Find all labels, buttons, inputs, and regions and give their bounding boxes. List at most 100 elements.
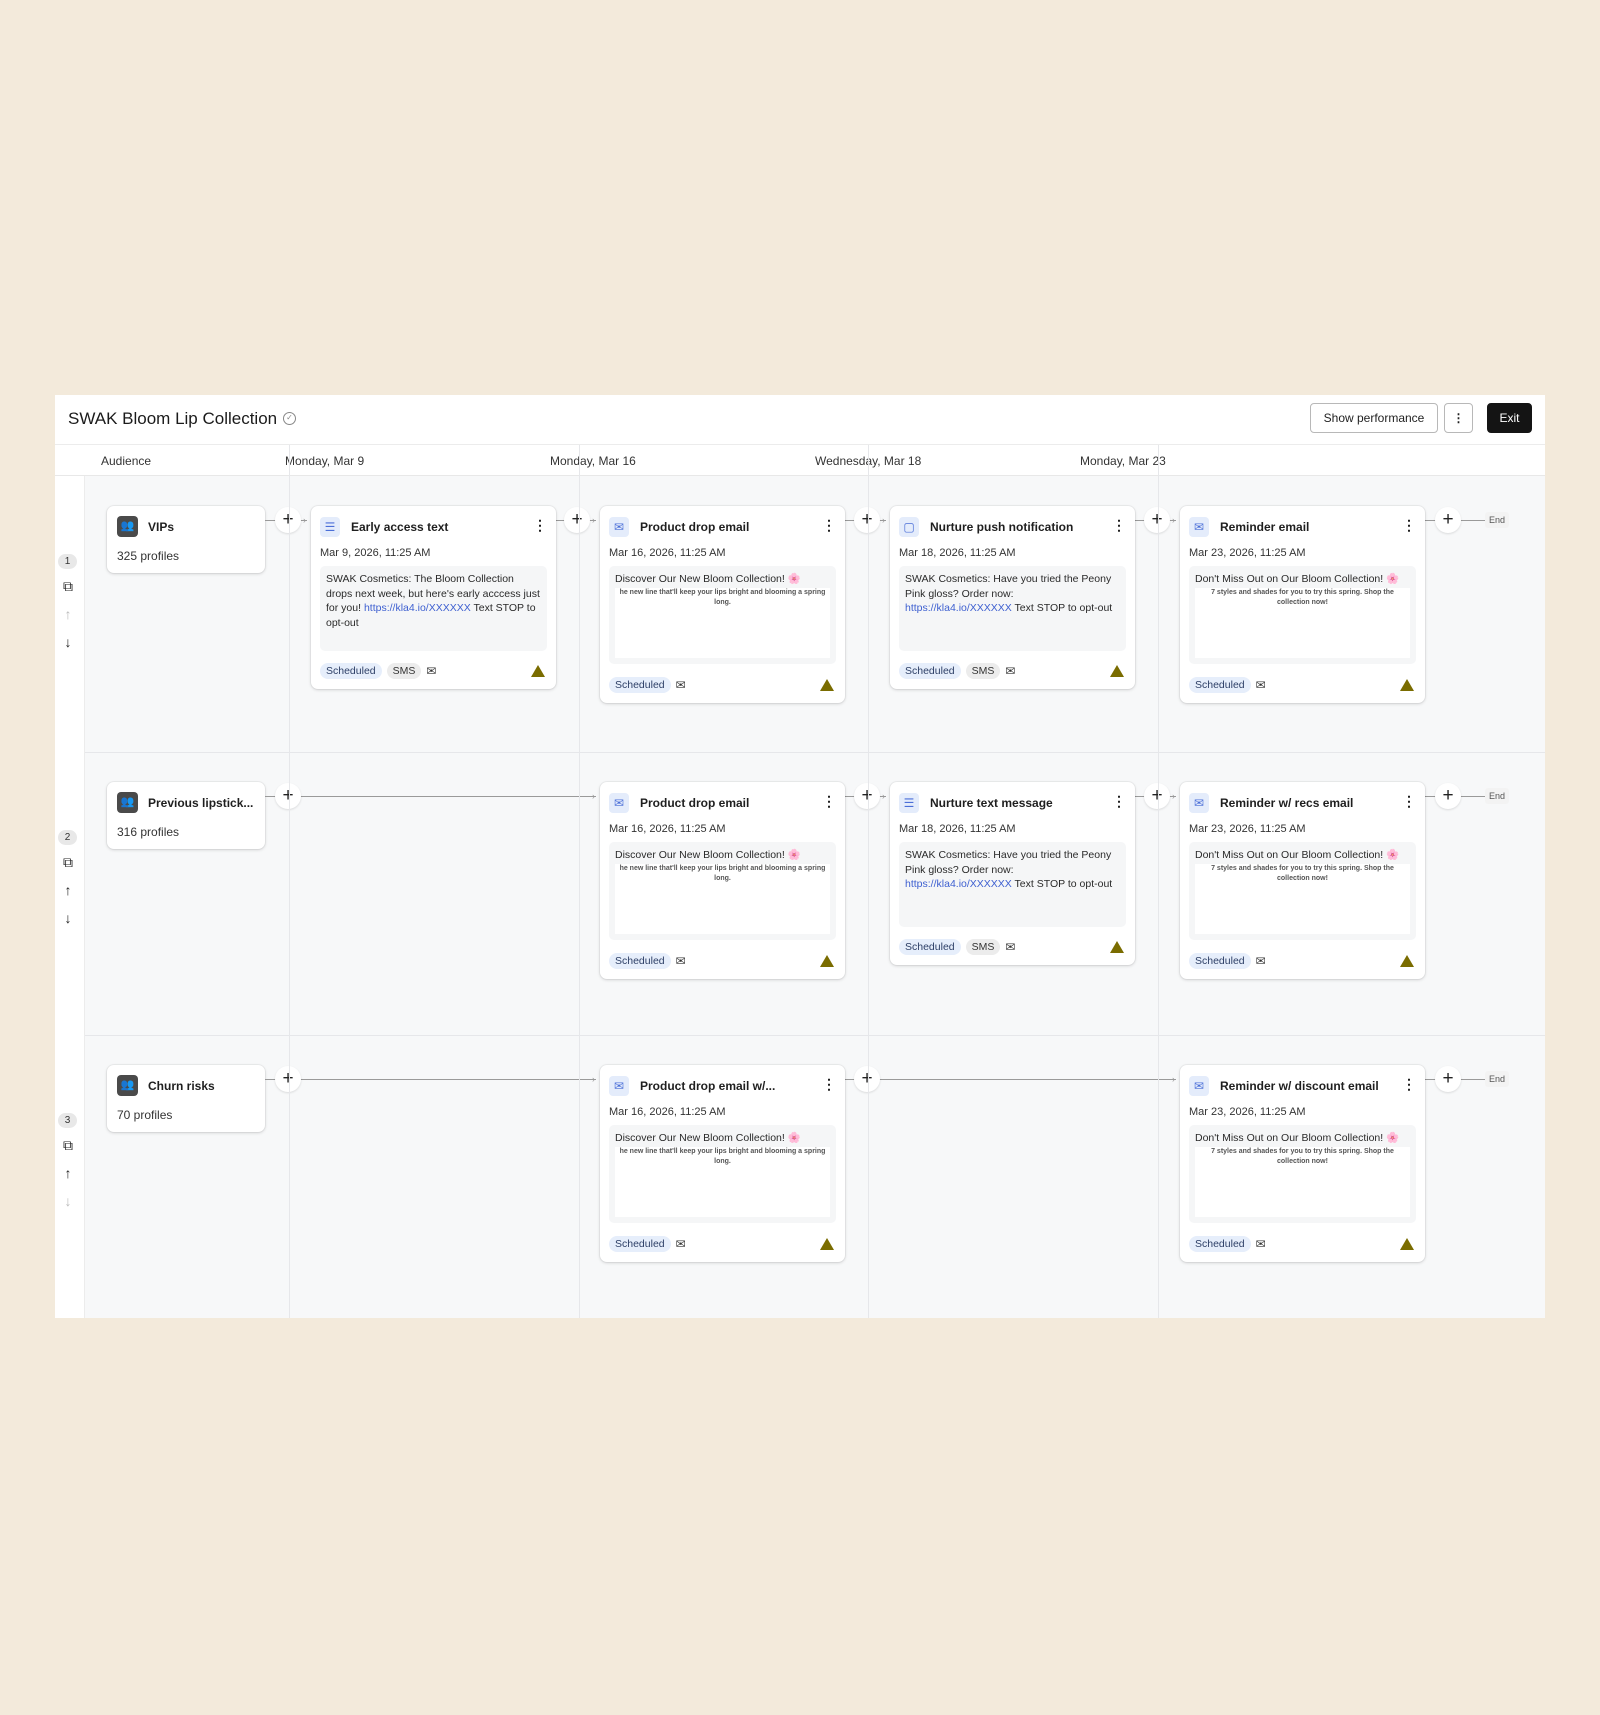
message-card[interactable]: ▢ Nurture push notification ⋮ Mar 18, 2026,… xyxy=(890,506,1135,689)
message-card[interactable]: ✉ Product drop email ⋮ Mar 16, 2026, 11:25 … xyxy=(600,506,845,703)
smart-sending-icon: ✉ xyxy=(1255,1237,1266,1251)
add-step-button[interactable]: + xyxy=(564,507,590,533)
add-step-button[interactable]: + xyxy=(1435,507,1461,533)
warning-icon[interactable] xyxy=(1110,941,1124,953)
card-footer: Scheduled ✉ xyxy=(1189,1236,1266,1252)
warning-icon[interactable] xyxy=(820,1238,834,1250)
message-title[interactable]: Product drop email w/... xyxy=(640,1079,776,1093)
smart-sending-icon: ✉ xyxy=(1005,940,1016,954)
move-row-up-icon[interactable]: ↑ xyxy=(64,882,72,898)
status-badge: Scheduled xyxy=(609,953,671,969)
add-step-button[interactable]: + xyxy=(1435,1066,1461,1092)
card-footer: Scheduled ✉ xyxy=(609,1236,686,1252)
message-card[interactable]: ✉ Product drop email ⋮ Mar 16, 2026, 11:25 … xyxy=(600,782,845,979)
warning-icon[interactable] xyxy=(1400,955,1414,967)
column-divider xyxy=(1158,445,1159,1318)
column-header: Audience xyxy=(101,454,152,468)
add-step-button[interactable]: + xyxy=(854,783,880,809)
move-row-down-icon[interactable]: ↓ xyxy=(64,634,72,650)
add-step-button[interactable]: + xyxy=(854,1066,880,1092)
sms-text: SWAK Cosmetics: The Bloom Collection dro… xyxy=(326,573,540,614)
row-divider xyxy=(85,752,1545,753)
audience-profile-count: 316 profiles xyxy=(117,825,180,839)
message-card[interactable]: ✉ Product drop email w/... ⋮ Mar 16, 2026, … xyxy=(600,1065,845,1262)
message-title[interactable]: Nurture text message xyxy=(930,796,1053,810)
status-badge: Scheduled xyxy=(1189,953,1251,969)
show-performance-button[interactable]: Show performance xyxy=(1310,403,1438,433)
message-card[interactable]: ☰ Early access text ⋮ Mar 9, 2026, 11:25 AM… xyxy=(311,506,556,689)
smart-sending-icon: ✉ xyxy=(1255,954,1266,968)
audience-name: Previous lipstick... xyxy=(148,796,254,810)
sms-link[interactable]: https://kla4.io/XXXXXX xyxy=(363,602,471,614)
kebab-menu-icon[interactable]: ⋮ xyxy=(533,517,547,533)
sms-text-after: Text STOP to opt-out xyxy=(1011,878,1113,890)
warning-icon[interactable] xyxy=(820,679,834,691)
status-badge: Scheduled xyxy=(320,663,382,679)
row-number-badge: 2 xyxy=(58,830,77,845)
add-step-button[interactable]: + xyxy=(1435,783,1461,809)
move-row-up-icon[interactable]: ↑ xyxy=(64,1165,72,1181)
add-step-button[interactable]: + xyxy=(275,783,301,809)
warning-icon[interactable] xyxy=(820,955,834,967)
kebab-menu-icon[interactable]: ⋮ xyxy=(822,793,836,809)
add-step-button[interactable]: + xyxy=(1144,507,1170,533)
sms-link[interactable]: https://kla4.io/XXXXXX xyxy=(905,602,1012,614)
audience-card[interactable]: 👥 Churn risks 70 profiles xyxy=(107,1065,265,1132)
add-step-button[interactable]: + xyxy=(275,507,301,533)
warning-icon[interactable] xyxy=(531,665,545,677)
message-title[interactable]: Reminder w/ recs email xyxy=(1220,796,1354,810)
smart-sending-icon: ✉ xyxy=(426,664,437,678)
audience-card[interactable]: 👥 Previous lipstick... 316 profiles xyxy=(107,782,265,849)
email-subject: Discover Our New Bloom Collection! 🌸 xyxy=(615,849,801,861)
audience-card[interactable]: 👥 VIPs 325 profiles xyxy=(107,506,265,573)
message-title[interactable]: Product drop email xyxy=(640,796,750,810)
kebab-menu-icon[interactable]: ⋮ xyxy=(1112,517,1126,533)
kebab-menu-icon[interactable]: ⋮ xyxy=(1402,793,1416,809)
warning-icon[interactable] xyxy=(1400,1238,1414,1250)
move-row-up-icon[interactable]: ↑ xyxy=(64,606,72,622)
duplicate-row-icon[interactable]: ⧉ xyxy=(63,854,73,870)
send-date: Mar 18, 2026, 11:25 AM xyxy=(899,823,1016,835)
smart-sending-icon: ✉ xyxy=(675,954,686,968)
message-title[interactable]: Product drop email xyxy=(640,520,750,534)
kebab-menu-icon[interactable]: ⋮ xyxy=(822,1076,836,1092)
message-icon: ☰ xyxy=(320,517,340,537)
column-header: Monday, Mar 16 xyxy=(550,454,636,468)
smart-sending-icon: ✉ xyxy=(675,678,686,692)
message-title[interactable]: Reminder w/ discount email xyxy=(1220,1079,1379,1093)
exit-button[interactable]: Exit xyxy=(1487,403,1532,433)
email-body-preview: 7 styles and shades for you to try this … xyxy=(1195,1147,1410,1217)
kebab-menu-icon[interactable]: ⋮ xyxy=(1402,1076,1416,1092)
duplicate-row-icon[interactable]: ⧉ xyxy=(63,578,73,594)
warning-icon[interactable] xyxy=(1110,665,1124,677)
email-body-preview: 7 styles and shades for you to try this … xyxy=(1195,588,1410,658)
message-card[interactable]: ☰ Nurture text message ⋮ Mar 18, 2026, 11:2… xyxy=(890,782,1135,965)
add-step-button[interactable]: + xyxy=(854,507,880,533)
message-title[interactable]: Reminder email xyxy=(1220,520,1310,534)
send-date: Mar 23, 2026, 11:25 AM xyxy=(1189,1106,1306,1118)
warning-icon[interactable] xyxy=(1400,679,1414,691)
more-options-button[interactable]: ⋮ xyxy=(1444,403,1473,433)
message-title[interactable]: Early access text xyxy=(351,520,449,534)
row-divider xyxy=(85,1035,1545,1036)
kebab-menu-icon[interactable]: ⋮ xyxy=(822,517,836,533)
page-title: SWAK Bloom Lip Collection xyxy=(68,409,278,428)
kebab-menu-icon[interactable]: ⋮ xyxy=(1402,517,1416,533)
connector-line xyxy=(845,1079,1176,1080)
message-card[interactable]: ✉ Reminder w/ recs email ⋮ Mar 23, 2026, 11… xyxy=(1180,782,1425,979)
move-row-down-icon[interactable]: ↓ xyxy=(64,910,72,926)
email-body-preview: he new line that'll keep your lips brigh… xyxy=(615,588,830,658)
email-subject: Don't Miss Out on Our Bloom Collection! … xyxy=(1195,1132,1400,1144)
move-row-down-icon[interactable]: ↓ xyxy=(64,1193,72,1209)
message-card[interactable]: ✉ Reminder email ⋮ Mar 23, 2026, 11:25 AM Do… xyxy=(1180,506,1425,703)
add-step-button[interactable]: + xyxy=(275,1066,301,1092)
sms-text: SWAK Cosmetics: Have you tried the Peony… xyxy=(905,849,1112,876)
message-title[interactable]: Nurture push notification xyxy=(930,520,1074,534)
sms-link[interactable]: https://kla4.io/XXXXXX xyxy=(905,878,1012,890)
mail-icon: ✉ xyxy=(1189,517,1209,537)
kebab-menu-icon[interactable]: ⋮ xyxy=(1112,793,1126,809)
add-step-button[interactable]: + xyxy=(1144,783,1170,809)
duplicate-row-icon[interactable]: ⧉ xyxy=(63,1137,73,1153)
message-card[interactable]: ✉ Reminder w/ discount email ⋮ Mar 23, 2026… xyxy=(1180,1065,1425,1262)
arrow-icon: › xyxy=(592,791,595,801)
